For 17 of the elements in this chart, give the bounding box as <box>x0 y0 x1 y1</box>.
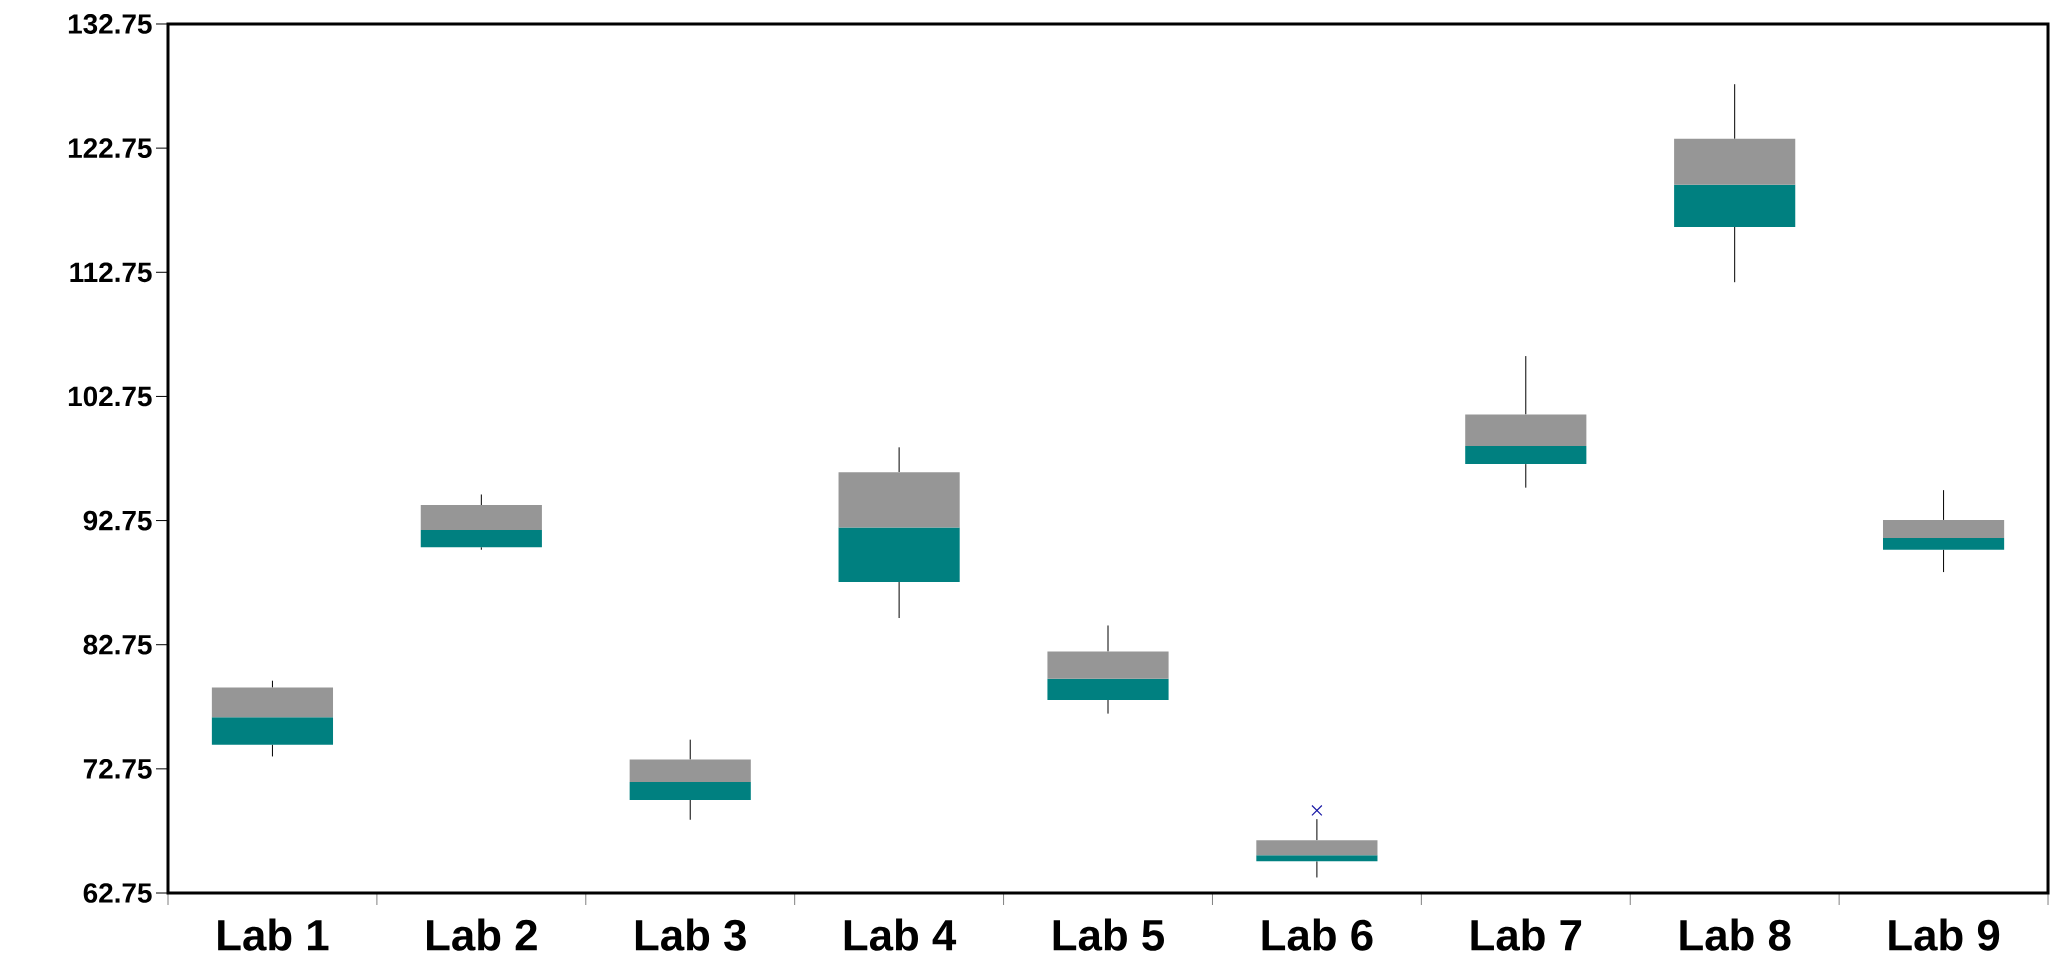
x-tick-label: Lab 9 <box>1889 918 2000 951</box>
x-tick-label: Lab 2 <box>427 918 537 951</box>
x-tick-label: Lab 6 <box>1262 918 1373 951</box>
y-tick-label: 102.75 <box>68 386 152 407</box>
y-tick-label: 92.75 <box>83 510 152 531</box>
y-tick-label: 112.75 <box>70 262 152 283</box>
x-tick-label: Lab 4 <box>844 918 957 951</box>
x-tick-label: Lab 7 <box>1471 918 1582 951</box>
y-tick-label: 132.75 <box>68 14 152 34</box>
x-tick-label: Lab 8 <box>1680 918 1791 951</box>
y-tick-label: 82.75 <box>83 634 152 655</box>
y-tick-label: 122.75 <box>68 138 152 158</box>
x-tick-label: Lab 3 <box>635 918 746 951</box>
x-tick-label: Lab 1 <box>218 918 329 951</box>
y-tick-label: 62.75 <box>83 883 152 903</box>
x-tick-label: Lab 5 <box>1053 918 1164 951</box>
y-tick-label: 72.75 <box>83 758 152 779</box>
